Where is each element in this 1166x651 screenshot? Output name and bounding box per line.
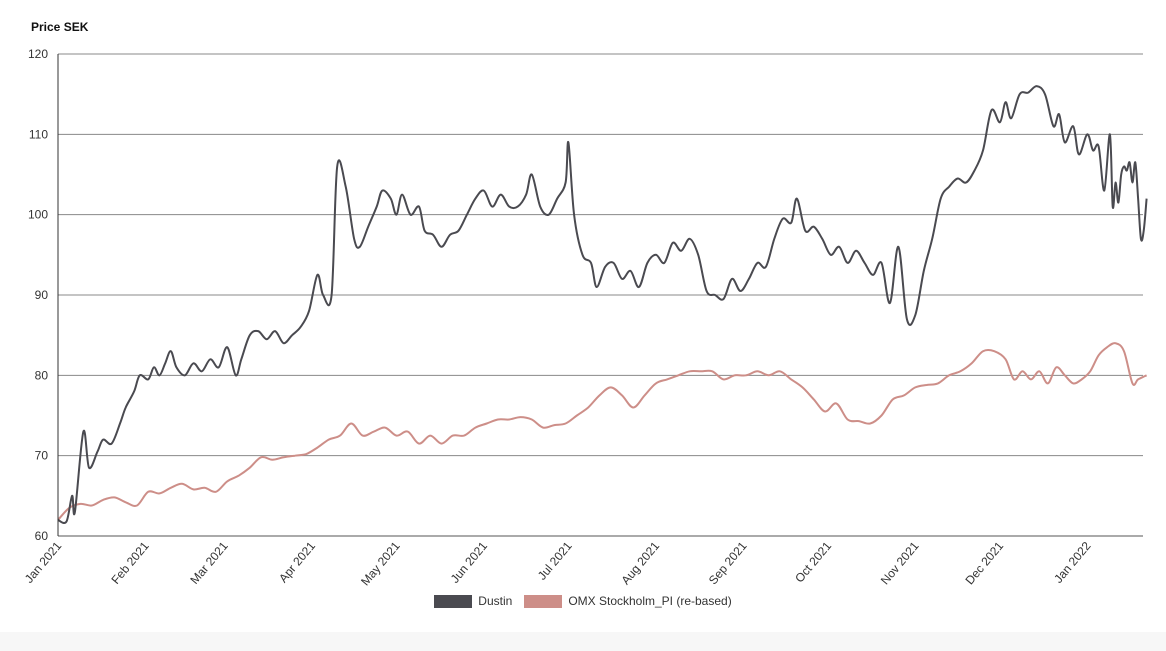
x-tick-label: Jun 2021 bbox=[448, 539, 491, 586]
price-chart: Price SEK 60 70 80 90 100 110 120 Jan 2021 Feb … bbox=[22, 20, 1148, 589]
x-tick-label: Oct 2021 bbox=[792, 539, 834, 586]
x-tick-label: Jan 2021 bbox=[22, 539, 65, 586]
y-tick-label: 120 bbox=[28, 47, 48, 61]
legend-swatch-omx bbox=[524, 594, 563, 608]
series-line-dustin bbox=[57, 85, 1148, 525]
x-tick-label: May 2021 bbox=[358, 539, 403, 589]
y-tick-label: 110 bbox=[29, 127, 48, 141]
legend-item-dustin[interactable]: Dustin bbox=[434, 594, 512, 608]
y-tick-label: 80 bbox=[35, 368, 49, 382]
x-tick-labels: Jan 2021 Feb 2021 Mar 2021 Apr 2021 May 2021… bbox=[22, 539, 1094, 589]
x-tick-label: Mar 2021 bbox=[187, 539, 231, 587]
y-tick-labels: 60 70 80 90 100 110 120 bbox=[28, 47, 48, 543]
y-tick-label: 70 bbox=[35, 449, 49, 463]
series-line-omx bbox=[57, 342, 1148, 521]
legend-item-omx[interactable]: OMX Stockholm_PI (re-based) bbox=[524, 594, 732, 608]
legend-label-omx: OMX Stockholm_PI (re-based) bbox=[568, 594, 732, 608]
x-tick-label: Apr 2021 bbox=[276, 539, 318, 586]
grid-lines bbox=[58, 53, 1143, 537]
series-lines bbox=[57, 85, 1148, 525]
x-tick-label: Dec 2021 bbox=[962, 539, 1006, 588]
legend-label-dustin: Dustin bbox=[478, 594, 513, 608]
x-tick-label: Aug 2021 bbox=[618, 539, 662, 588]
y-axis-title: Price SEK bbox=[31, 20, 89, 34]
chart-card: Price SEK 60 70 80 90 100 110 120 Jan 2021 Feb … bbox=[0, 20, 1166, 608]
x-tick-label: Jul 2021 bbox=[535, 539, 575, 583]
y-tick-label: 100 bbox=[28, 208, 48, 222]
y-tick-label: 60 bbox=[35, 529, 49, 543]
y-tick-label: 90 bbox=[35, 288, 49, 302]
x-tick-label: Feb 2021 bbox=[108, 539, 152, 587]
legend-swatch-dustin bbox=[434, 594, 473, 608]
legend: Dustin OMX Stockholm_PI (re-based) bbox=[0, 594, 1166, 608]
x-tick-label: Nov 2021 bbox=[878, 539, 922, 588]
x-tick-label: Sep 2021 bbox=[706, 539, 750, 588]
x-tick-label: Jan 2022 bbox=[1051, 539, 1094, 586]
